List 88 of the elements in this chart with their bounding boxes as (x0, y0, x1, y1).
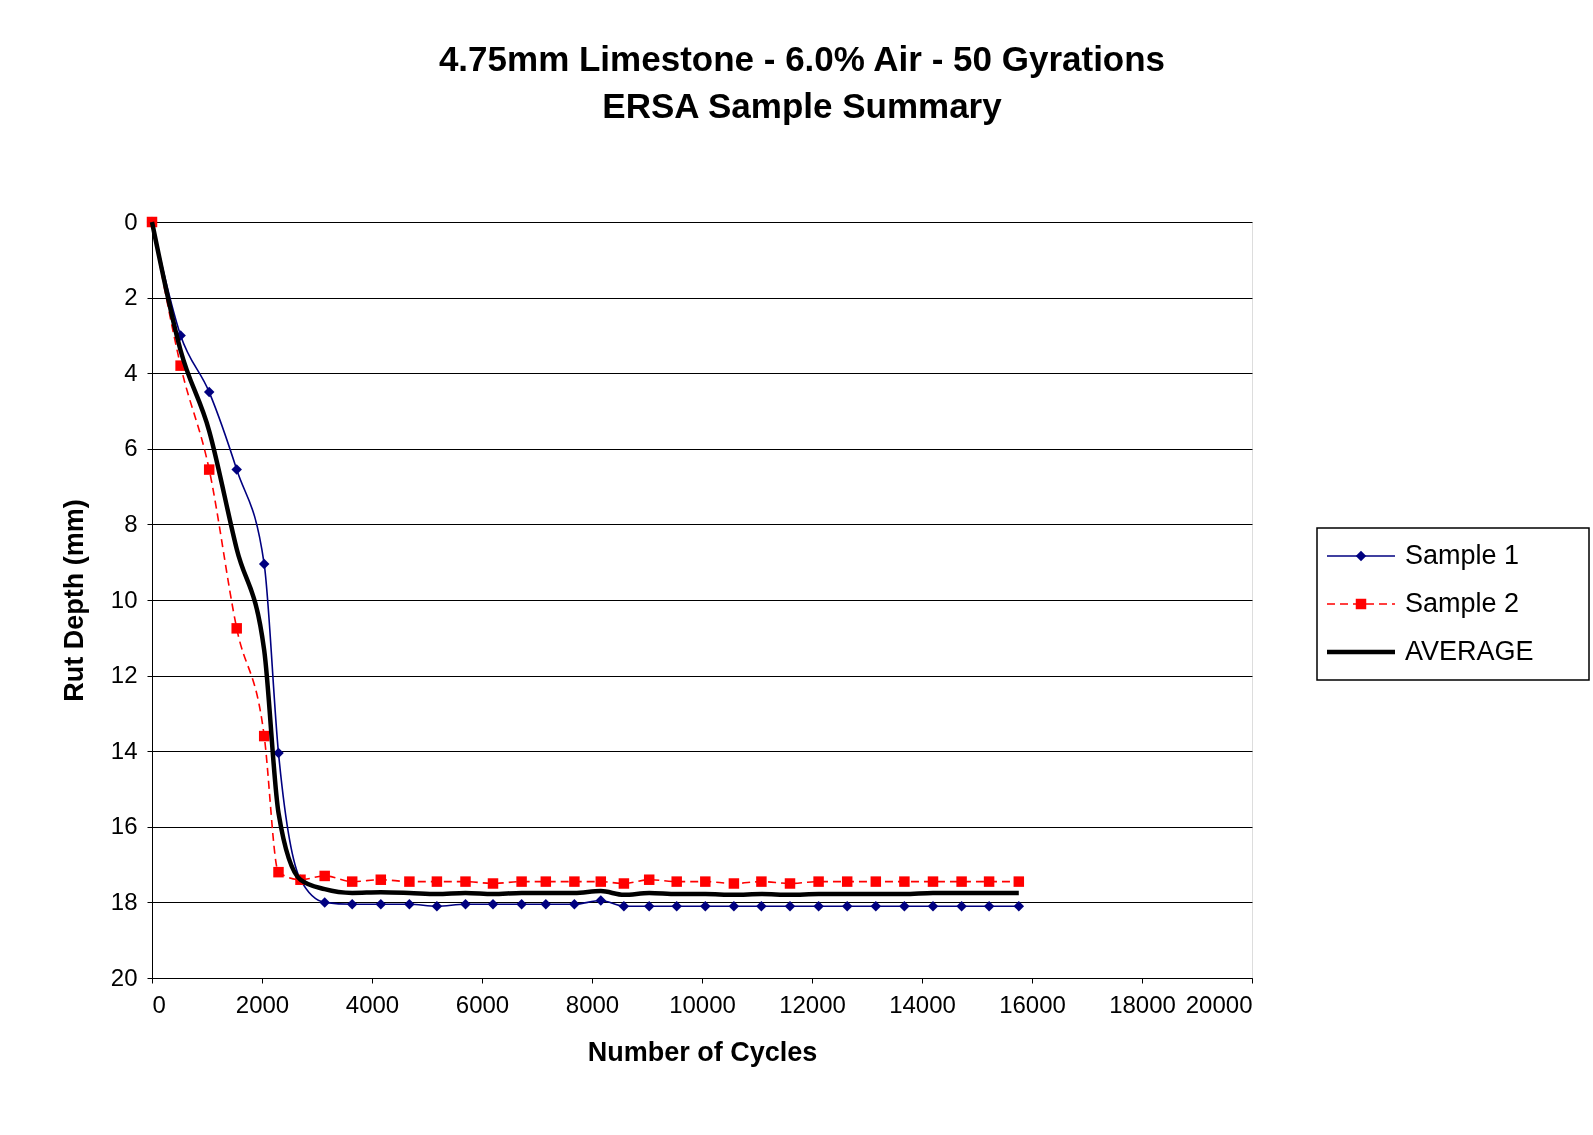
point (618, 878, 630, 889)
point (231, 623, 242, 634)
x-tick-label: 20000 (1185, 990, 1253, 1018)
x-tick-label: 8000 (565, 990, 620, 1018)
point (404, 899, 415, 910)
point (756, 876, 767, 887)
point (813, 876, 824, 887)
legend-label: Sample 1 (1405, 540, 1520, 570)
y-tick-label: 18 (110, 887, 138, 915)
x-tick-label: 16000 (999, 990, 1066, 1018)
point (956, 900, 967, 912)
point (784, 878, 796, 889)
point (983, 900, 995, 912)
x-tick-label: 6000 (455, 990, 510, 1018)
point (487, 899, 499, 910)
point (516, 876, 527, 887)
point (404, 876, 415, 887)
point (516, 899, 527, 910)
y-tick-label: 8 (124, 509, 138, 537)
point (728, 900, 740, 912)
point (273, 866, 284, 878)
point (1013, 900, 1025, 912)
point (756, 900, 767, 912)
y-tick-label: 2 (124, 283, 138, 311)
point (671, 876, 682, 887)
y-tick-label: 10 (110, 585, 138, 613)
point (700, 876, 711, 887)
x-tick-label: 0 (152, 990, 166, 1018)
legend-label: Sample 2 (1405, 588, 1520, 618)
point (540, 876, 552, 887)
point (671, 900, 682, 912)
x-tick-label: 10000 (669, 990, 736, 1018)
point (595, 895, 607, 906)
chart-subtitle: ERSA Sample Summary (602, 86, 1003, 125)
y-tick-label: 0 (124, 207, 138, 235)
point (813, 900, 824, 912)
point (431, 900, 443, 912)
point (203, 464, 215, 475)
y-axis-title: Rut Depth (mm) (58, 499, 89, 702)
point (841, 876, 853, 887)
point (927, 876, 939, 887)
point (899, 900, 910, 912)
point (1013, 876, 1025, 887)
legend-label: AVERAGE (1405, 636, 1534, 666)
point (540, 899, 552, 910)
point (870, 900, 882, 912)
point (983, 876, 995, 887)
y-tick-label: 14 (110, 736, 138, 764)
point (258, 558, 270, 570)
point (203, 386, 215, 398)
y-tick-label: 16 (110, 812, 138, 840)
point (870, 876, 882, 887)
x-tick-label: 18000 (1109, 990, 1176, 1018)
point (258, 730, 270, 742)
x-tick-label: 12000 (779, 990, 846, 1018)
point (460, 899, 471, 910)
point (643, 900, 655, 912)
point (319, 870, 330, 882)
y-tick-label: 6 (124, 434, 138, 462)
y-tick-label: 12 (110, 661, 138, 689)
point (841, 900, 853, 912)
x-tick-label: 2000 (235, 990, 290, 1018)
point (728, 878, 740, 889)
point (319, 897, 330, 908)
point (569, 876, 580, 887)
point (595, 876, 607, 887)
point (460, 876, 471, 887)
point (346, 876, 358, 887)
point (618, 900, 630, 912)
point (899, 876, 910, 887)
point (375, 874, 387, 885)
x-tick-label: 4000 (345, 990, 400, 1018)
x-axis-title: Number of Cycles (587, 1036, 818, 1067)
point (487, 878, 499, 889)
y-tick-label: 4 (124, 358, 138, 386)
x-tick-label: 14000 (889, 990, 956, 1018)
chart-title: 4.75mm Limestone - 6.0% Air - 50 Gyrations (438, 39, 1166, 78)
point (231, 464, 242, 475)
y-tick-label: 20 (110, 963, 138, 991)
point (643, 874, 655, 885)
point (569, 899, 580, 910)
point (700, 900, 711, 912)
point (375, 899, 387, 910)
point (927, 900, 939, 912)
point (346, 899, 358, 910)
point (784, 900, 796, 912)
point (431, 876, 443, 887)
point (956, 876, 967, 887)
